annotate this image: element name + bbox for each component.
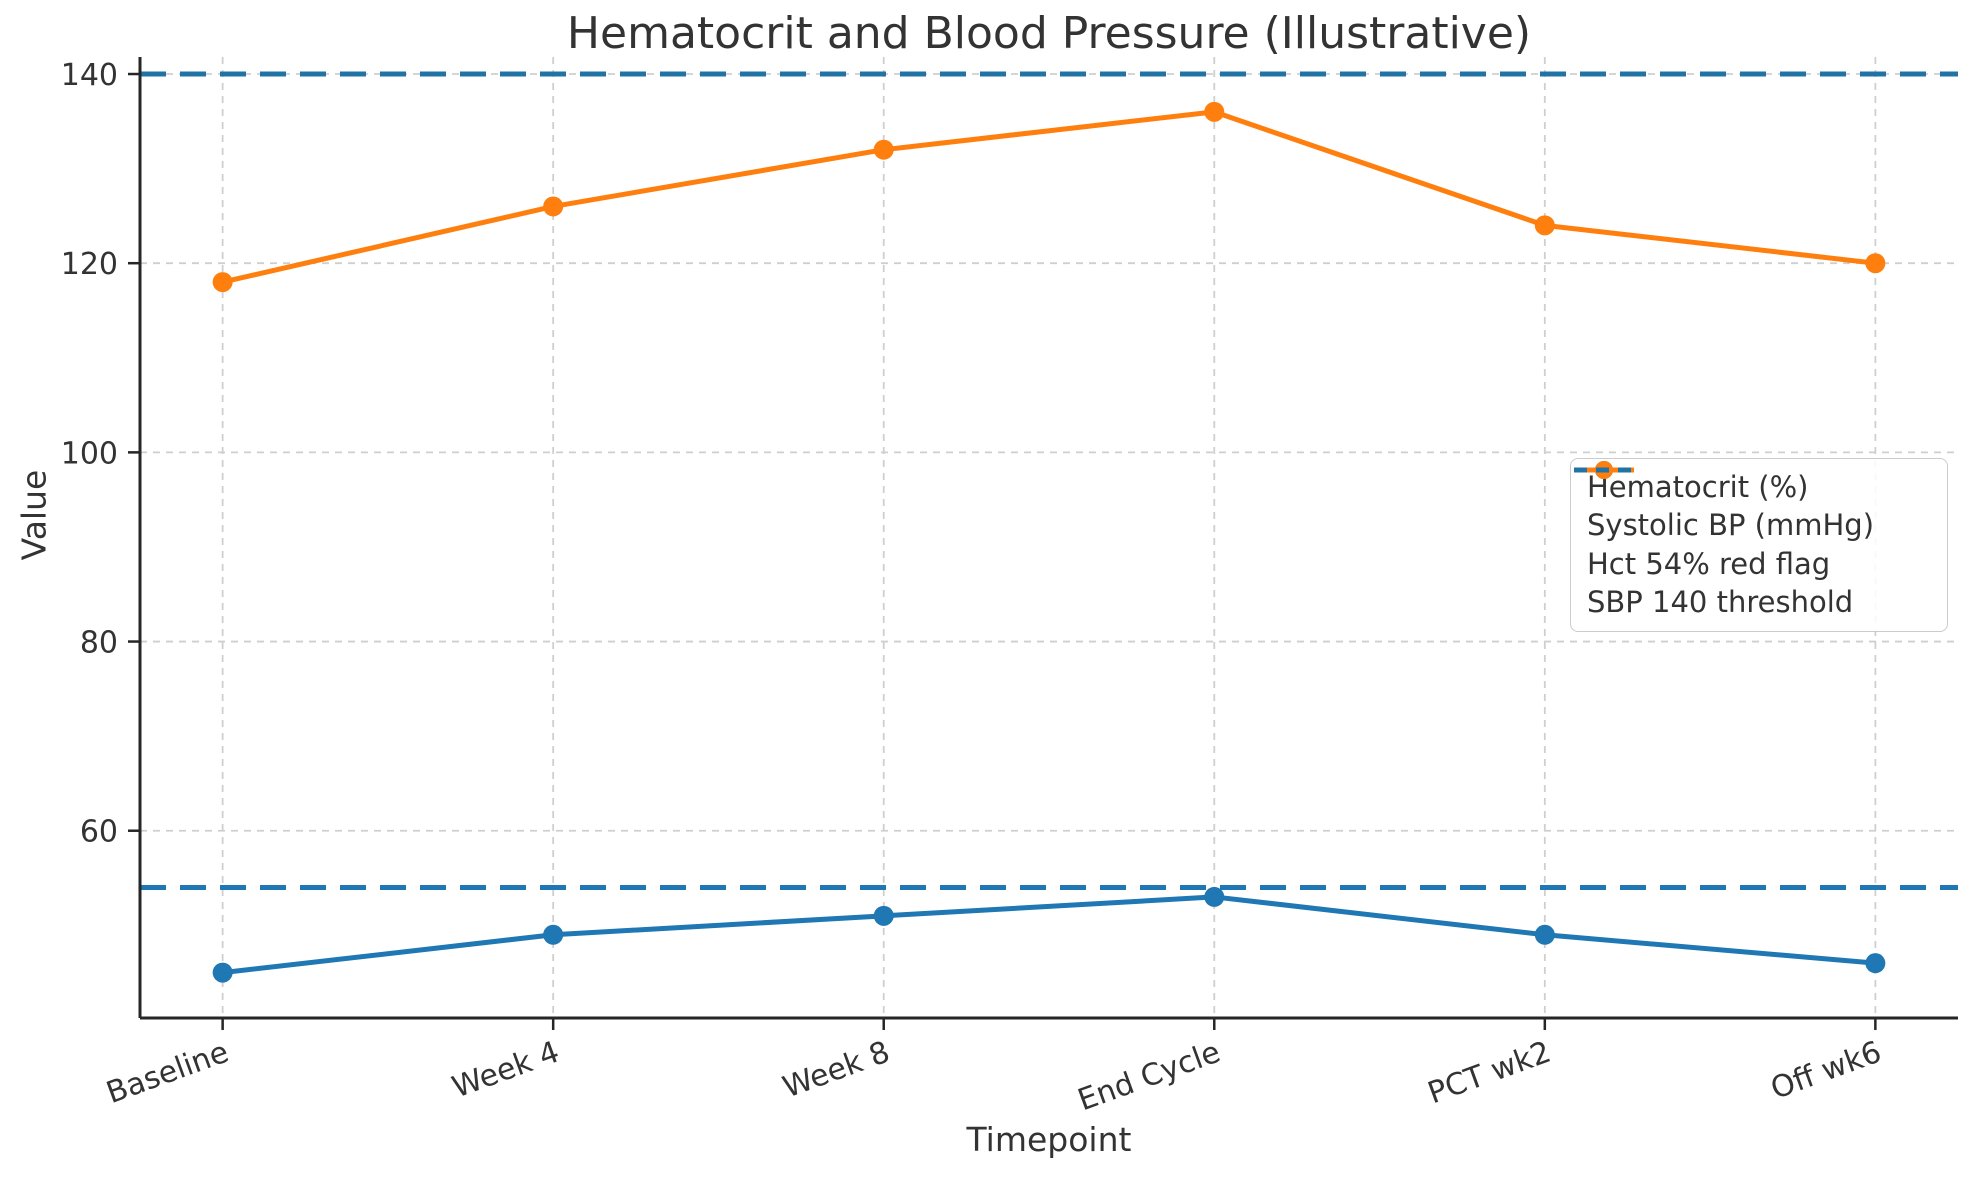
data-point [1204,886,1225,907]
data-point [1204,101,1225,122]
y-tick-label: 60 [80,815,118,850]
data-point [1865,953,1886,974]
data-point [1534,924,1555,945]
legend-entry: Hct 54% red flag [1574,467,1939,581]
y-tick-label: 120 [61,247,118,282]
x-tick-label: Off wk6 [1766,1035,1886,1107]
data-point [1865,253,1886,274]
data-point [873,139,894,160]
legend-entry: SBP 140 threshold [1574,467,1939,620]
legend: Hematocrit (%) Systolic BP (mmHg) Hct 54% … [1570,458,1948,632]
data-point [873,905,894,926]
data-point [543,924,564,945]
x-tick-label: Baseline [102,1035,234,1111]
legend-dashed-line-sample [1574,467,1634,473]
series-line [220,109,1878,285]
legend-entry-label: Systolic BP (mmHg) [1587,508,1875,543]
data-point [1534,215,1555,236]
legend-entry: Systolic BP (mmHg) [1574,461,1939,543]
y-tick-label: 140 [61,58,118,93]
legend-entry: Hematocrit (%) [1574,461,1939,504]
chart-title: Hematocrit and Blood Pressure (Illustrat… [566,8,1532,59]
x-tick-label: Week 4 [448,1035,564,1106]
y-tick-label: 100 [61,436,118,471]
data-point [212,272,233,293]
x-tick-label: End Cycle [1073,1035,1225,1119]
legend-entry-label: Hematocrit (%) [1587,469,1809,504]
data-point [543,196,564,217]
x-tick-label: PCT wk2 [1423,1035,1555,1112]
x-tick-label: Week 8 [778,1035,894,1106]
data-point [212,962,233,983]
y-tick-label: 80 [80,626,118,661]
x-axis-label: Timepoint [966,1120,1132,1159]
legend-entry-label: Hct 54% red flag [1587,546,1831,581]
series-line [220,894,1878,976]
legend-entry-label: SBP 140 threshold [1587,585,1854,620]
y-axis-label: Value [14,469,54,561]
